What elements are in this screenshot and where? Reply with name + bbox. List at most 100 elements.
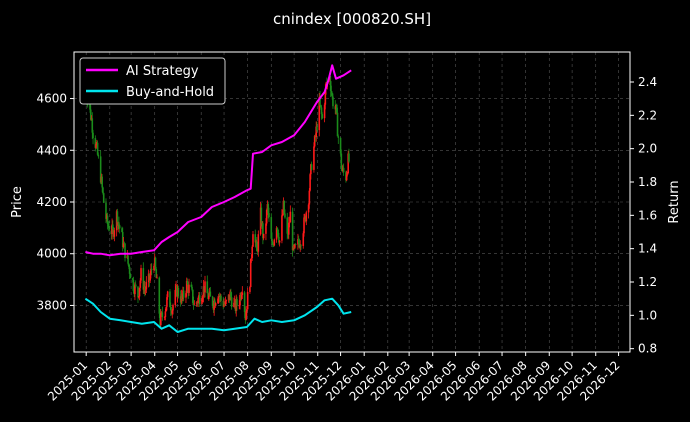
candle-body <box>348 153 350 162</box>
candle-body <box>164 311 167 318</box>
candle-body <box>243 292 246 312</box>
candle-body <box>224 301 227 305</box>
candle-body <box>220 295 222 301</box>
right-axis-ticks: 0.8 1.0 1.2 1.4 1.6 1.8 2.0 2.2 2.4 <box>630 75 657 356</box>
candle-body <box>198 295 201 304</box>
candle-body <box>249 287 251 292</box>
candle-body <box>286 217 289 234</box>
candle-body <box>277 229 279 237</box>
candle-body <box>144 286 146 291</box>
candle-body <box>97 154 100 157</box>
candle-body <box>192 289 194 303</box>
candle-body <box>337 136 340 138</box>
candle-body <box>123 242 126 244</box>
right-tick-label: 1.8 <box>638 175 657 189</box>
candle-body <box>94 138 97 148</box>
candle-body <box>166 297 168 307</box>
candle-body <box>324 89 327 105</box>
x-axis-ticks: 2025-012025-022025-032025-042025-052025-… <box>45 352 623 404</box>
candle-body <box>224 304 226 306</box>
candle-body <box>160 312 162 326</box>
candle-body <box>342 167 345 173</box>
candle-body <box>330 90 333 94</box>
candle-body <box>118 225 121 229</box>
candle-body <box>238 305 241 307</box>
candle-body <box>144 289 147 291</box>
candle-body <box>107 224 110 227</box>
candle-body <box>89 109 92 120</box>
candle-body <box>265 209 268 224</box>
candle-body <box>122 242 125 248</box>
candle-body <box>303 217 305 234</box>
candle-body <box>139 280 142 288</box>
candle-body <box>308 190 311 205</box>
candle-body <box>113 230 116 237</box>
candle-body <box>118 222 120 226</box>
candle-body <box>321 114 324 119</box>
ai-strategy-line <box>85 64 352 257</box>
left-tick-label: 4400 <box>36 143 67 157</box>
candle-body <box>174 289 177 306</box>
candle-body <box>246 309 248 312</box>
candle-body <box>193 303 196 305</box>
candle-body <box>240 294 243 299</box>
candle-body <box>287 222 290 235</box>
candle-body <box>171 310 174 314</box>
candle-body <box>288 222 291 224</box>
candle-body <box>291 211 294 251</box>
candle-body <box>137 296 140 298</box>
candle-body <box>150 268 153 271</box>
candle-body <box>271 244 274 245</box>
candle-body <box>319 97 321 105</box>
candle-body <box>236 299 238 306</box>
candle-body <box>262 233 265 239</box>
candle-body <box>336 112 339 137</box>
right-tick-label: 1.6 <box>638 208 657 222</box>
candle-body <box>91 118 94 133</box>
candle-body <box>313 146 315 170</box>
candle-body <box>251 246 254 258</box>
candle-body <box>95 143 97 148</box>
candle-body <box>99 156 102 183</box>
candle-body <box>186 280 189 285</box>
candle-body <box>105 202 107 219</box>
candle-body <box>140 268 142 281</box>
candle-body <box>154 257 157 270</box>
right-tick-label: 1.2 <box>638 275 657 289</box>
candle-body <box>332 96 334 107</box>
candle-body <box>163 317 166 318</box>
candle-body <box>284 213 286 218</box>
candle-body <box>177 287 180 297</box>
candle-body <box>246 291 249 310</box>
candle-body <box>96 142 99 155</box>
candle-body <box>204 281 206 293</box>
candle-body <box>116 211 119 226</box>
candle-body <box>190 284 193 287</box>
candle-body <box>92 132 94 139</box>
candle-body <box>294 244 297 245</box>
candle-body <box>172 305 174 311</box>
candle-body <box>283 200 286 214</box>
candle-body <box>150 268 152 276</box>
legend-label-ai-strategy: AI Strategy <box>126 64 199 79</box>
right-tick-label: 1.0 <box>638 308 657 322</box>
candle-body <box>299 245 302 248</box>
candle-body <box>345 174 348 181</box>
candle-body <box>294 244 296 248</box>
candle-body <box>265 223 267 234</box>
chart-title: cnindex [000820.SH] <box>273 10 431 28</box>
left-tick-label: 3800 <box>36 298 67 312</box>
candle-body <box>106 215 109 225</box>
candle-body <box>305 212 308 222</box>
candle-body <box>214 300 216 306</box>
candle-body <box>278 236 280 243</box>
candle-body <box>165 306 167 312</box>
candle-body <box>156 277 158 279</box>
candle-body <box>145 282 148 290</box>
candle-body <box>260 207 263 227</box>
candle-body <box>281 215 283 241</box>
candle-body <box>142 268 145 290</box>
right-tick-label: 2.2 <box>638 108 657 122</box>
candle-body <box>121 232 124 248</box>
